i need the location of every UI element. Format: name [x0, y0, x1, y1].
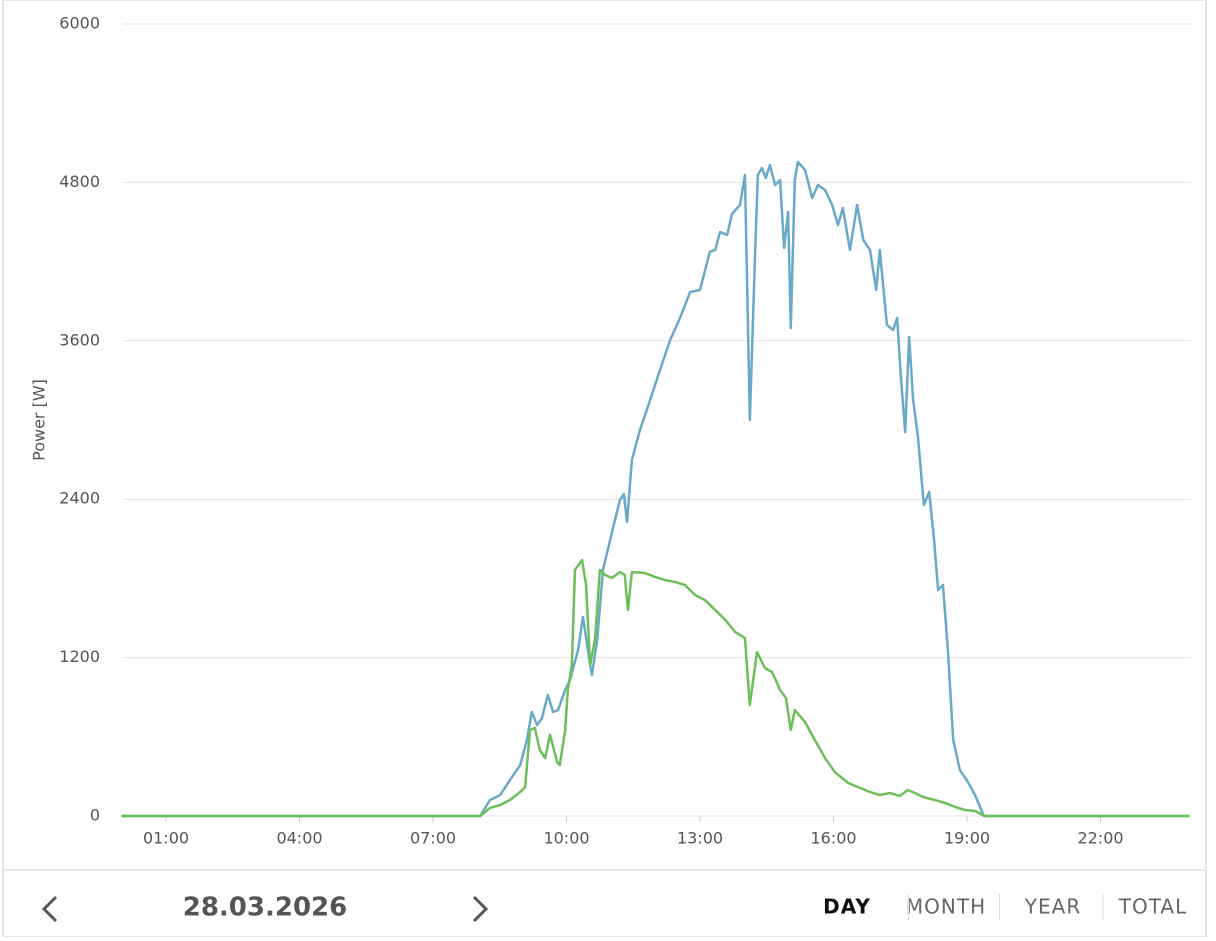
date-label: 28.03.2026 — [183, 893, 347, 923]
y-tick-label: 2400 — [59, 489, 100, 508]
x-tick-label: 01:00 — [143, 829, 189, 848]
x-tick-label: 19:00 — [944, 829, 990, 848]
x-tick-label: 13:00 — [677, 829, 723, 848]
y-tick-label: 4800 — [59, 172, 100, 191]
y-tick-label: 6000 — [59, 14, 100, 33]
x-tick-label: 07:00 — [410, 829, 456, 848]
period-tabs: DAY MONTH YEAR TOTAL — [823, 894, 1187, 920]
period-tab[interactable]: MONTH — [906, 895, 986, 919]
x-tick-label: 22:00 — [1077, 829, 1123, 848]
period-tab[interactable]: TOTAL — [1118, 895, 1187, 919]
plot: 0 1200 2400 3600 4800 6000 01:00 04:00 07:00 10:0… — [59, 14, 1191, 848]
x-tick-label: 16:00 — [810, 829, 856, 848]
series-line — [121, 558, 1190, 818]
x-tick-label: 04:00 — [276, 829, 322, 848]
y-tick-label: 1200 — [59, 647, 100, 666]
prev-arrow[interactable] — [41, 895, 58, 923]
y-tick-label: 0 — [90, 806, 100, 825]
period-tab[interactable]: YEAR — [1024, 895, 1081, 919]
period-tab[interactable]: DAY — [823, 895, 871, 919]
y-tick-label: 3600 — [59, 330, 100, 349]
x-tick-label: 10:00 — [543, 829, 589, 848]
next-arrow[interactable] — [472, 895, 489, 923]
y-axis-label: Power [W] — [30, 379, 49, 461]
